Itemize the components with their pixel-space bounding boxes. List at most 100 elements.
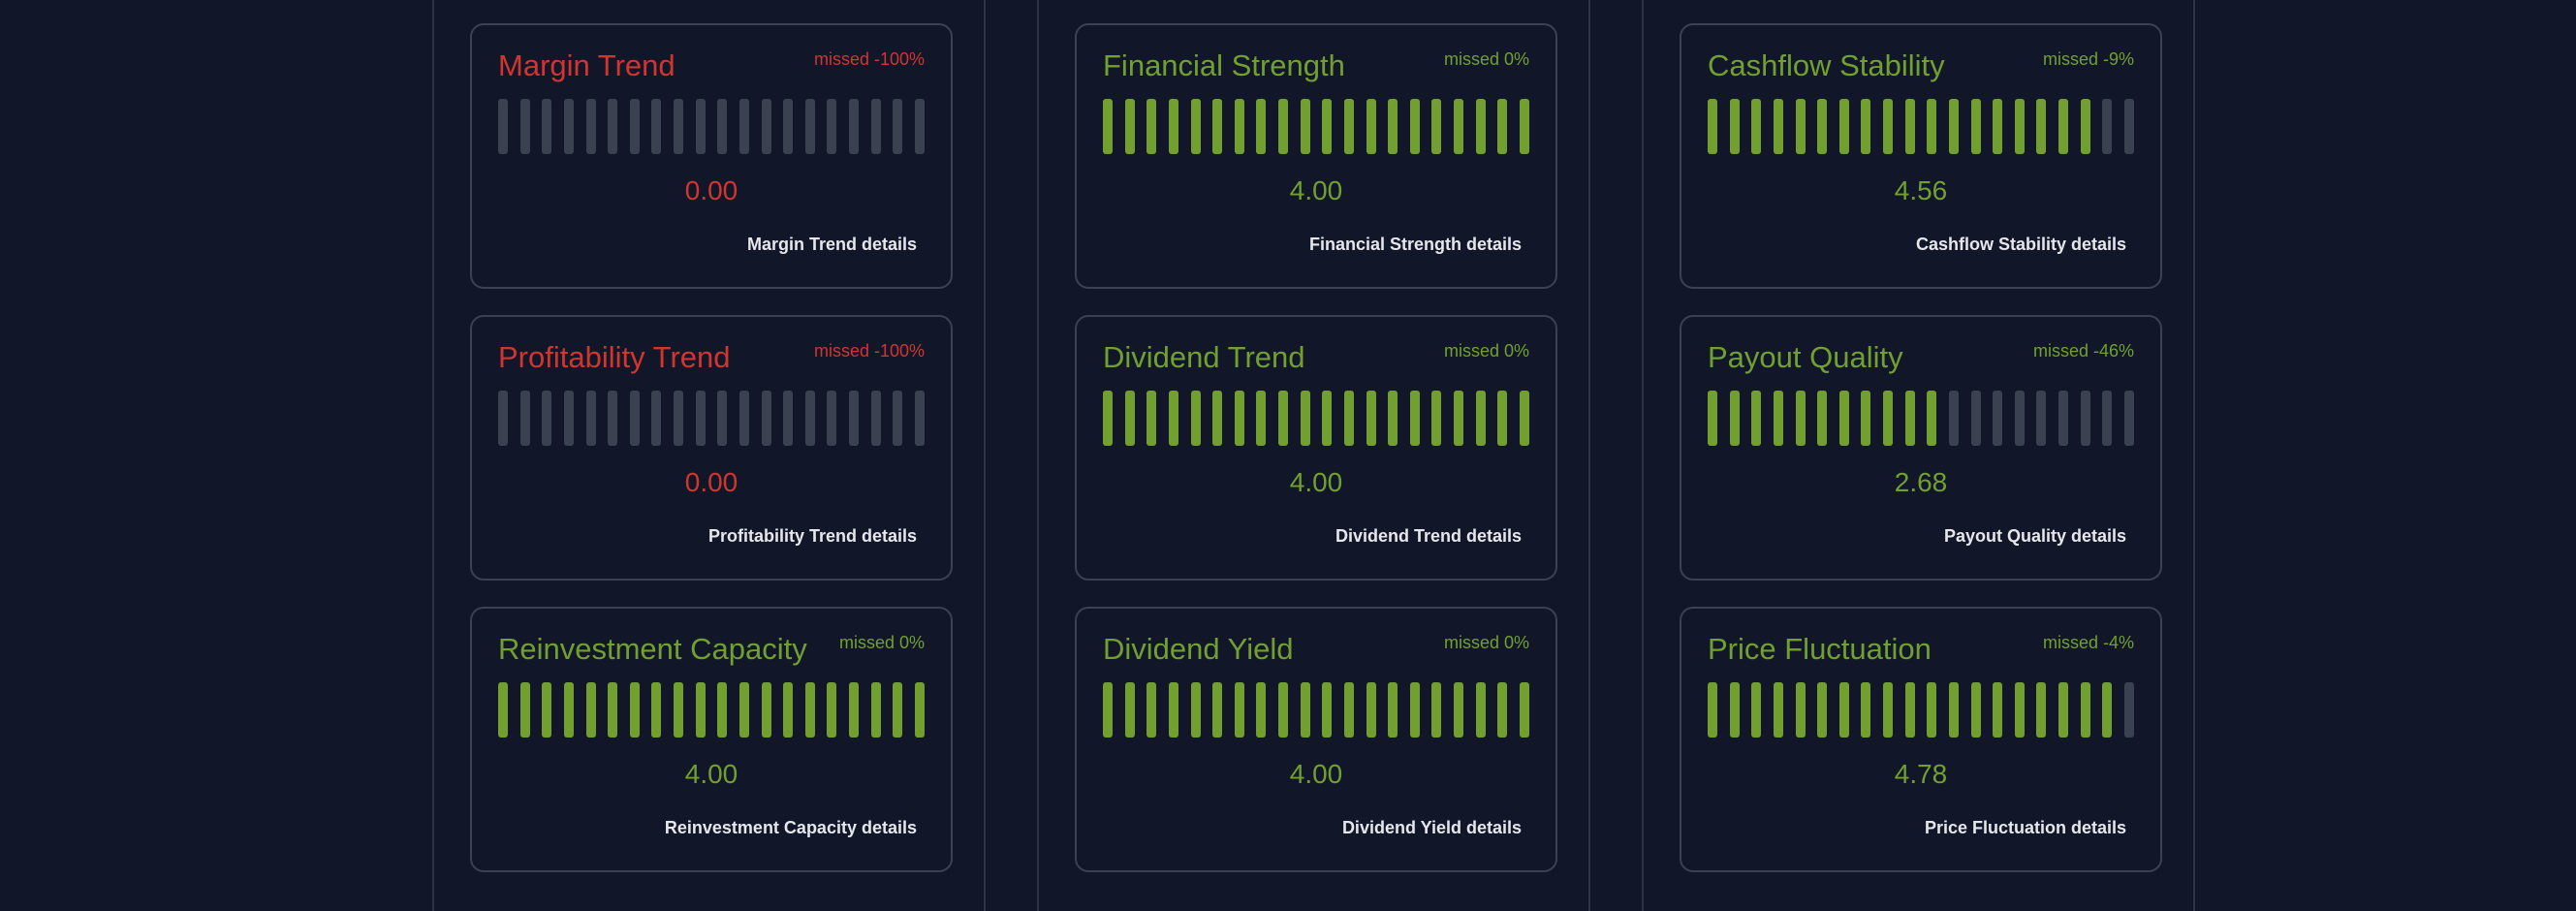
missed-badge: missed 0% <box>838 633 925 652</box>
metric-title: Financial Strength <box>1103 48 1345 82</box>
meter-segment-filled <box>1190 391 1201 446</box>
meter-segment-empty <box>2123 682 2134 738</box>
meter-segment-empty <box>761 391 771 446</box>
metric-value: 4.00 <box>1289 467 1343 497</box>
meter-segment-empty <box>870 391 881 446</box>
details-link[interactable]: Payout Quality details <box>1943 526 2126 546</box>
meter-segment-filled <box>1883 391 1893 446</box>
meter-segment-filled <box>1409 391 1420 446</box>
meter-segment-filled <box>1708 99 1717 154</box>
meter-segment-empty <box>849 391 859 446</box>
meter-segment-filled <box>1970 99 1981 154</box>
meter-segment-filled <box>608 682 618 738</box>
missed-badge: missed -100% <box>813 341 925 361</box>
meter-segment-filled <box>1817 682 1828 738</box>
meter-segment-empty <box>542 391 552 446</box>
meter-segment-filled <box>1168 682 1178 738</box>
meter-segment-filled <box>1256 99 1267 154</box>
meter-segment-filled <box>1795 391 1806 446</box>
meter-segment-empty <box>893 391 903 446</box>
meter-segment-empty <box>542 99 552 154</box>
details-link[interactable]: Dividend Trend details <box>1335 526 1522 546</box>
meter-segment-filled <box>1322 391 1333 446</box>
meter-segment-filled <box>1519 99 1529 154</box>
metric-value: 4.00 <box>684 759 738 789</box>
segment-meter <box>1708 99 2134 154</box>
meter-segment-filled <box>849 682 859 738</box>
meter-segment-filled <box>1147 99 1157 154</box>
meter-segment-empty <box>608 391 618 446</box>
meter-segment-empty <box>2080 391 2090 446</box>
meter-segment-empty <box>804 391 815 446</box>
meter-segment-filled <box>651 682 662 738</box>
meter-segment-filled <box>2014 682 2025 738</box>
meter-segment-filled <box>1838 99 1849 154</box>
meter-segment-filled <box>761 682 771 738</box>
meter-segment-filled <box>1708 682 1717 738</box>
details-link[interactable]: Profitability Trend details <box>707 526 917 546</box>
meter-segment-filled <box>1773 391 1783 446</box>
meter-segment-empty <box>695 99 706 154</box>
meter-segment-empty <box>563 99 574 154</box>
segment-meter <box>1708 682 2134 738</box>
meter-segment-filled <box>1234 391 1244 446</box>
metric-card: Payout Quality missed -46% 2.68 Payout Q… <box>1680 315 2162 581</box>
meter-segment-filled <box>1431 391 1442 446</box>
meter-segment-filled <box>1212 99 1223 154</box>
meter-segment-filled <box>1103 682 1113 738</box>
meter-segment-filled <box>717 682 728 738</box>
meter-segment-empty <box>629 391 640 446</box>
meter-segment-filled <box>1124 391 1135 446</box>
details-link[interactable]: Dividend Yield details <box>1341 818 1522 837</box>
meter-segment-empty <box>761 99 771 154</box>
metric-value: 4.00 <box>1289 175 1343 205</box>
segment-meter <box>1103 391 1529 446</box>
segment-meter <box>1103 99 1529 154</box>
meter-segment-filled <box>1497 99 1508 154</box>
meter-segment-filled <box>1773 682 1783 738</box>
meter-segment-filled <box>1795 682 1806 738</box>
meter-segment-filled <box>1234 682 1244 738</box>
meter-segment-filled <box>1322 99 1333 154</box>
details-link[interactable]: Reinvestment Capacity details <box>664 818 917 837</box>
meter-segment-filled <box>1409 682 1420 738</box>
meter-segment-filled <box>783 682 794 738</box>
details-link[interactable]: Financial Strength details <box>1308 235 1522 254</box>
missed-badge: missed 0% <box>1443 633 1529 652</box>
details-link[interactable]: Price Fluctuation details <box>1924 818 2126 837</box>
details-link[interactable]: Cashflow Stability details <box>1915 235 2126 254</box>
metric-card: Reinvestment Capacity missed 0% 4.00 Rei… <box>470 607 953 872</box>
details-link[interactable]: Margin Trend details <box>746 235 917 254</box>
meter-segment-filled <box>2058 682 2068 738</box>
meter-segment-filled <box>1729 391 1740 446</box>
meter-segment-empty <box>849 99 859 154</box>
meter-segment-empty <box>585 99 596 154</box>
metric-title: Profitability Trend <box>498 340 731 374</box>
meter-segment-filled <box>1168 391 1178 446</box>
meter-segment-empty <box>827 99 837 154</box>
meter-segment-filled <box>1366 682 1376 738</box>
meter-segment-empty <box>585 391 596 446</box>
meter-segment-filled <box>1343 391 1354 446</box>
meter-segment-filled <box>870 682 881 738</box>
meter-segment-empty <box>738 99 749 154</box>
meter-segment-filled <box>893 682 903 738</box>
metric-card: Financial Strength missed 0% 4.00 Financ… <box>1075 23 1557 289</box>
metric-column: Cashflow Stability missed -9% 4.56 Cashf… <box>1642 0 2195 911</box>
meter-segment-empty <box>827 391 837 446</box>
meter-segment-filled <box>1817 391 1828 446</box>
meter-segment-filled <box>1343 682 1354 738</box>
metric-title: Cashflow Stability <box>1708 48 1945 82</box>
segment-meter <box>498 682 925 738</box>
meter-segment-filled <box>2036 99 2047 154</box>
meter-segment-filled <box>1300 682 1310 738</box>
meter-segment-filled <box>1729 682 1740 738</box>
missed-badge: missed -46% <box>2032 341 2134 361</box>
meter-segment-filled <box>1124 99 1135 154</box>
meter-segment-filled <box>1300 391 1310 446</box>
meter-segment-filled <box>1927 391 1937 446</box>
meter-segment-filled <box>1948 682 1959 738</box>
metric-column: Financial Strength missed 0% 4.00 Financ… <box>1037 0 1590 911</box>
meter-segment-empty <box>651 391 662 446</box>
meter-segment-filled <box>1454 391 1463 446</box>
